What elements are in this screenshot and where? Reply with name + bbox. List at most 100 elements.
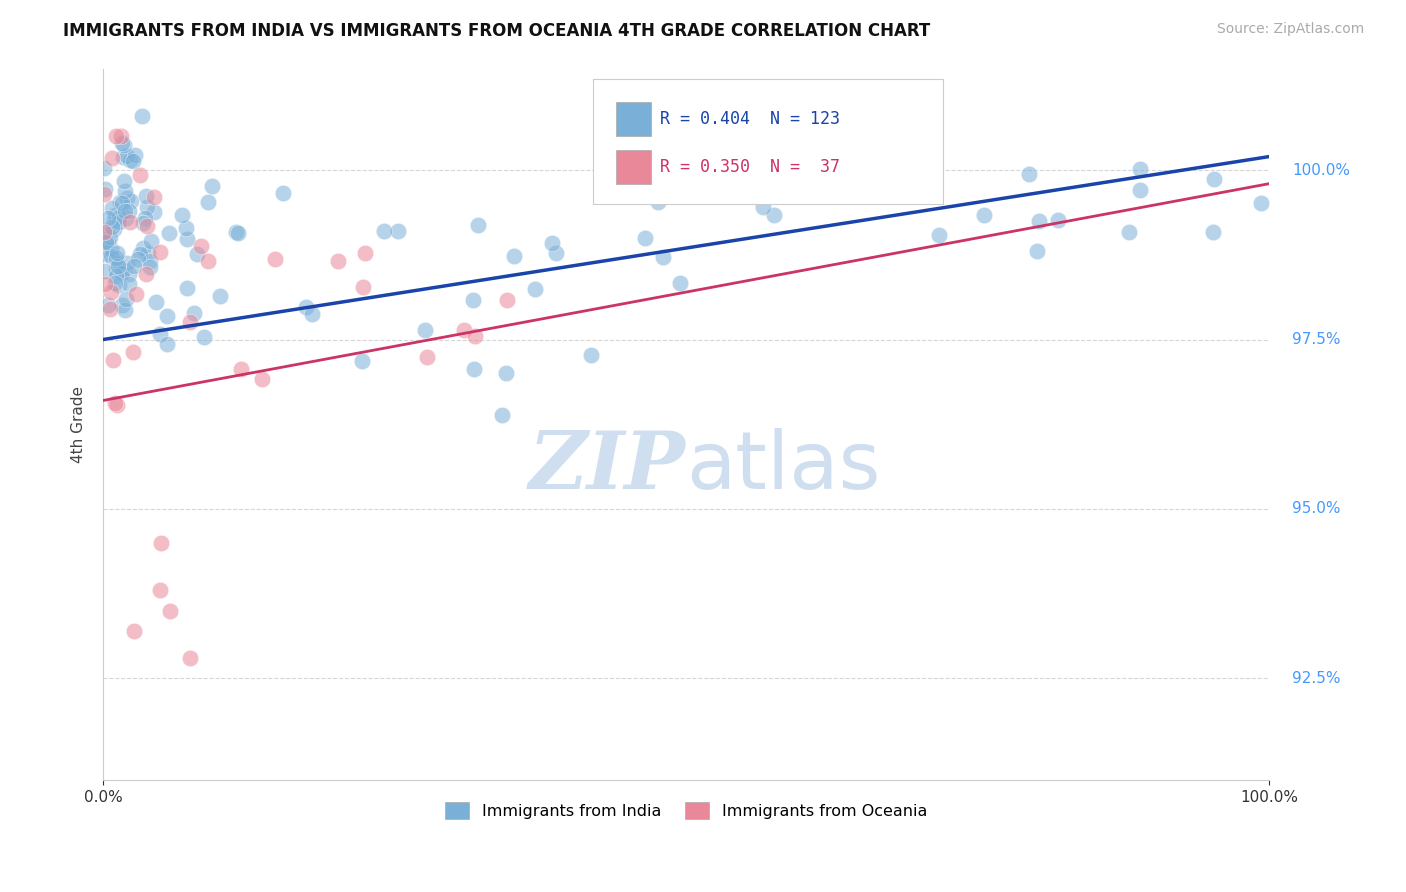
Point <box>118 277 141 291</box>
Point <box>129 168 152 182</box>
Point <box>121 153 143 168</box>
FancyBboxPatch shape <box>616 150 651 184</box>
Point <box>127 252 149 266</box>
Point <box>354 246 377 260</box>
Point <box>350 354 373 368</box>
Point <box>634 231 657 245</box>
Point <box>1025 244 1047 258</box>
FancyBboxPatch shape <box>593 79 942 203</box>
Point <box>143 204 166 219</box>
Point <box>111 196 134 211</box>
Point <box>495 367 517 381</box>
Point <box>1250 195 1272 210</box>
Point <box>135 267 157 281</box>
Point <box>125 287 148 301</box>
Point <box>124 148 146 162</box>
Point <box>193 330 215 344</box>
Point <box>1028 214 1050 228</box>
Point <box>225 225 247 239</box>
Point <box>112 263 135 277</box>
Point <box>94 243 117 257</box>
Point <box>131 109 153 123</box>
Point <box>453 323 475 337</box>
Point <box>114 184 136 198</box>
Point <box>111 136 134 151</box>
Point <box>110 129 132 144</box>
Point <box>752 200 775 214</box>
Point <box>186 247 208 261</box>
Point <box>157 226 180 240</box>
Point <box>503 249 526 263</box>
Point <box>145 294 167 309</box>
Point <box>179 315 201 329</box>
Point <box>93 277 115 291</box>
Point <box>101 219 124 234</box>
Point <box>129 246 152 260</box>
Point <box>176 281 198 295</box>
Point <box>112 137 135 152</box>
Point <box>413 323 436 337</box>
Legend: Immigrants from India, Immigrants from Oceania: Immigrants from India, Immigrants from O… <box>439 796 934 825</box>
Point <box>114 303 136 318</box>
Point <box>229 362 252 376</box>
Point <box>115 191 138 205</box>
Point <box>108 210 131 224</box>
Point <box>373 224 395 238</box>
Point <box>139 260 162 274</box>
Point <box>120 194 142 209</box>
Point <box>226 226 249 240</box>
Point <box>120 215 142 229</box>
Point <box>197 254 219 268</box>
Point <box>105 245 128 260</box>
Point <box>103 213 125 227</box>
Point <box>97 298 120 312</box>
Point <box>201 178 224 193</box>
Point <box>264 252 287 266</box>
Point <box>94 247 117 261</box>
Point <box>464 329 486 343</box>
Point <box>93 225 115 239</box>
Point <box>142 190 165 204</box>
Point <box>491 408 513 422</box>
Text: 97.5%: 97.5% <box>1292 332 1341 347</box>
Point <box>112 174 135 188</box>
Point <box>209 289 232 303</box>
Point <box>104 129 127 144</box>
Y-axis label: 4th Grade: 4th Grade <box>72 385 86 463</box>
Point <box>544 245 567 260</box>
Point <box>1018 167 1040 181</box>
Point <box>111 266 134 280</box>
Point <box>159 603 181 617</box>
Point <box>467 219 489 233</box>
Point <box>197 194 219 209</box>
Point <box>118 153 141 167</box>
Point <box>155 309 177 323</box>
Point <box>541 236 564 251</box>
Point <box>100 151 122 165</box>
Point <box>105 261 128 276</box>
Point <box>149 327 172 342</box>
Point <box>98 301 121 316</box>
Point <box>94 264 117 278</box>
FancyBboxPatch shape <box>616 102 651 136</box>
Point <box>114 204 136 219</box>
Point <box>928 227 950 242</box>
Point <box>387 224 409 238</box>
Point <box>104 251 127 265</box>
Point <box>1129 161 1152 176</box>
Point <box>93 161 115 175</box>
Point <box>761 152 783 166</box>
Point <box>135 188 157 202</box>
Point <box>108 195 131 210</box>
Point <box>149 583 172 598</box>
Point <box>136 200 159 214</box>
Point <box>134 211 156 226</box>
Point <box>190 239 212 253</box>
Point <box>96 235 118 249</box>
Point <box>1047 212 1070 227</box>
Point <box>135 219 157 233</box>
Point <box>651 250 673 264</box>
Point <box>115 292 138 306</box>
Point <box>132 215 155 229</box>
Point <box>108 214 131 228</box>
